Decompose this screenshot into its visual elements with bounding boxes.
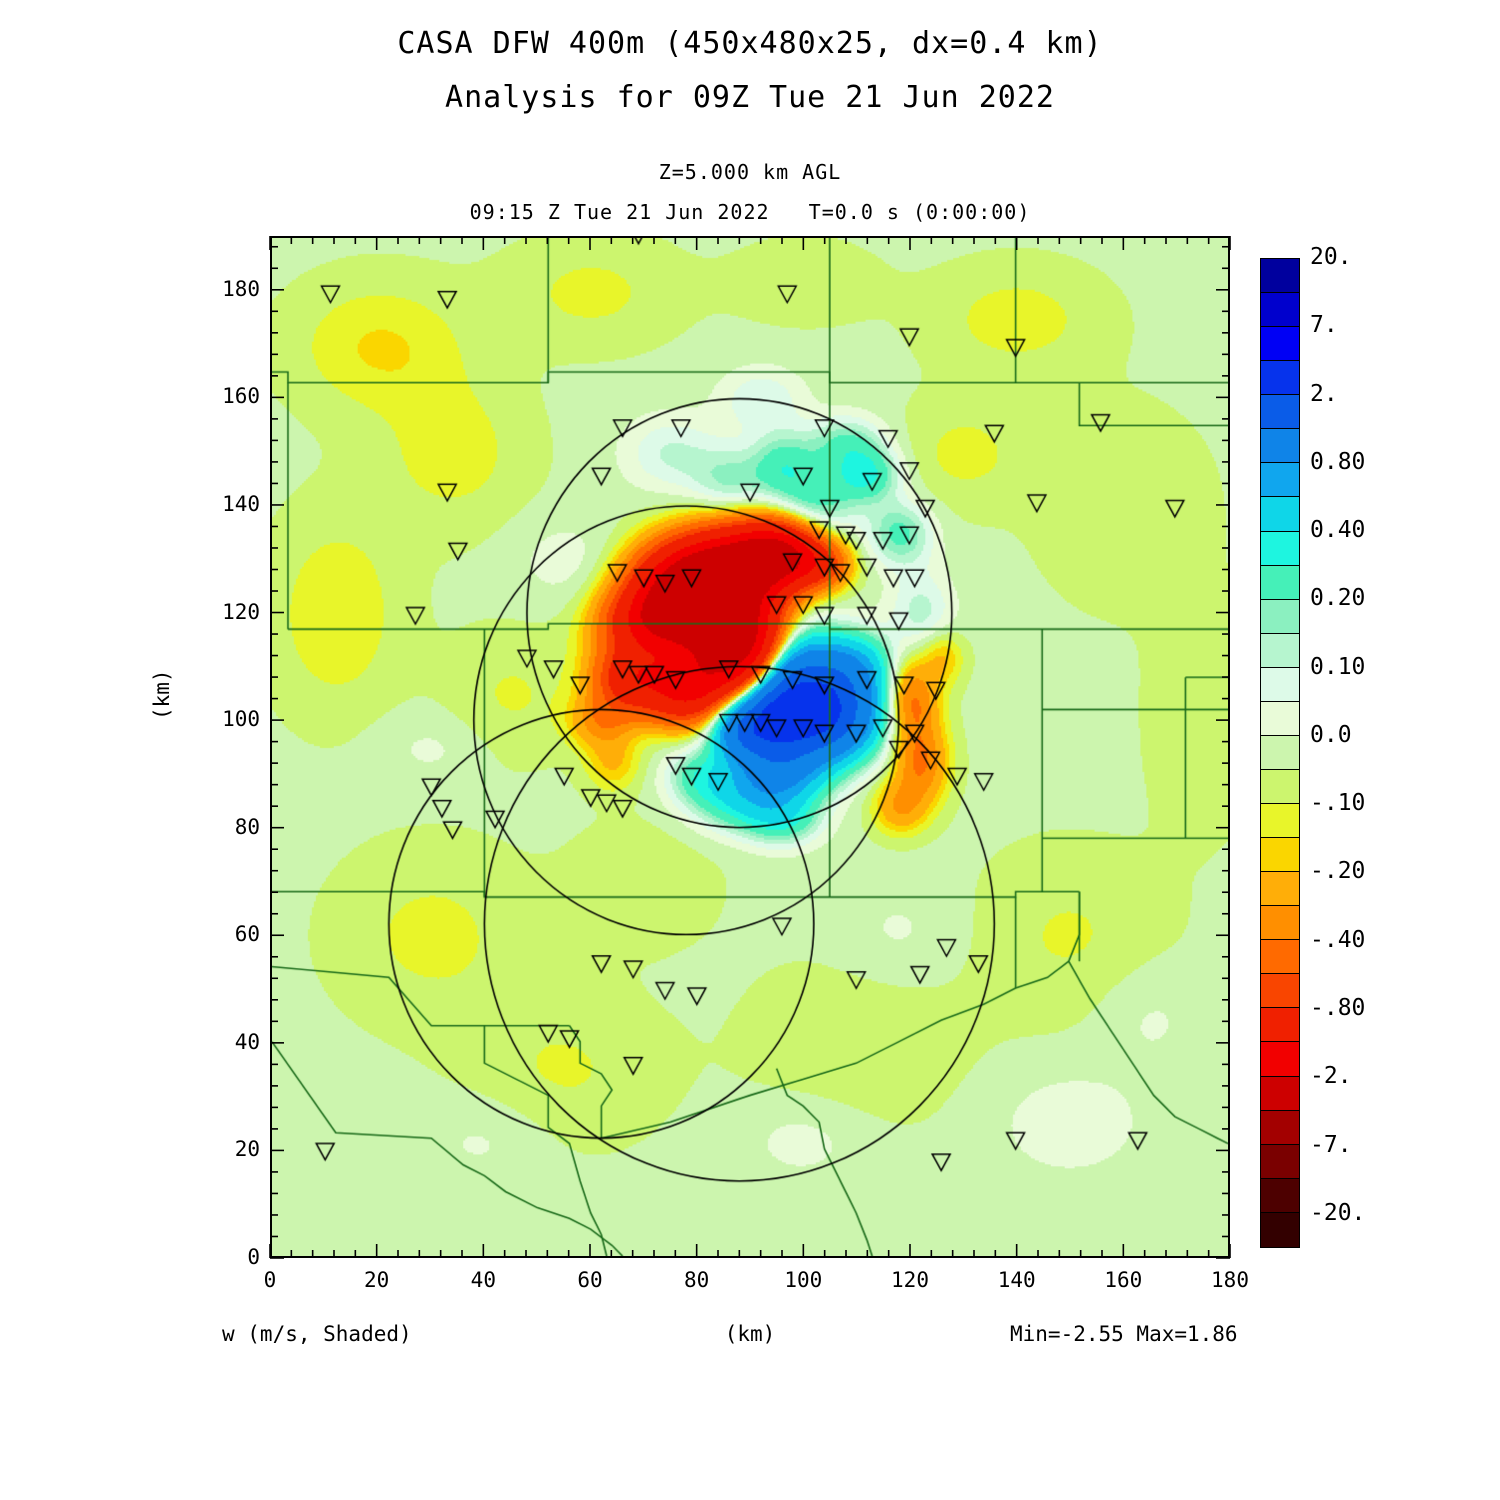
colorbar-segment (1261, 565, 1299, 600)
y-axis-title: (km) (150, 669, 174, 720)
colorbar-tick-label: 0.80 (1310, 448, 1366, 475)
colorbar-segment (1261, 735, 1299, 770)
y-tick-label: 80 (234, 814, 260, 839)
colorbar-segment (1261, 872, 1299, 907)
colorbar-segment (1261, 1076, 1299, 1111)
colorbar-tick-label: -7. (1310, 1131, 1352, 1158)
field-label: w (m/s, Shaded) (222, 1322, 412, 1346)
colorbar-segment (1261, 906, 1299, 941)
colorbar-segment (1261, 940, 1299, 975)
colorbar-segment (1261, 259, 1299, 294)
colorbar-tick-label: 20. (1310, 244, 1352, 270)
colorbar-segment (1261, 599, 1299, 634)
colorbar (1260, 258, 1300, 1248)
colorbar-segment (1261, 463, 1299, 498)
page-title: CASA DFW 400m (450x480x25, dx=0.4 km) (397, 26, 1103, 61)
colorbar-segment (1261, 497, 1299, 532)
x-tick-label: 80 (684, 1268, 710, 1292)
colorbar-segment (1261, 395, 1299, 430)
x-tick-label: 140 (997, 1268, 1036, 1292)
colorbar-tick-label: 0.10 (1310, 653, 1366, 680)
timestamp-label: 09:15 Z Tue 21 Jun 2022 T=0.0 s (0:00:00… (469, 200, 1031, 224)
x-axis-title: (km) (724, 1322, 776, 1346)
colorbar-tick-label: 0.20 (1310, 585, 1366, 612)
colorbar-tick-label: -2. (1310, 1063, 1352, 1090)
colorbar-segment (1261, 531, 1299, 566)
colorbar-segment (1261, 667, 1299, 702)
y-tick-label: 160 (222, 384, 260, 409)
x-tick-label: 100 (784, 1268, 823, 1292)
colorbar-tick-label: 0.0 (1310, 721, 1352, 748)
x-tick-label: 20 (364, 1268, 390, 1292)
colorbar-tick-label: 7. (1310, 312, 1338, 339)
x-tick-label: 40 (470, 1268, 496, 1292)
x-tick-label: 180 (1211, 1268, 1249, 1292)
colorbar-segment (1261, 361, 1299, 396)
colorbar-segment (1261, 1042, 1299, 1077)
y-tick-label: 120 (222, 599, 260, 624)
colorbar-segment (1261, 1110, 1299, 1145)
colorbar-tick-label: 0.40 (1310, 517, 1366, 544)
vertical-velocity-heatmap (272, 238, 1228, 1256)
y-tick-label: 140 (222, 491, 260, 516)
colorbar-segment (1261, 327, 1299, 362)
colorbar-tick-label: -.20 (1310, 858, 1366, 885)
x-tick-label: 60 (577, 1268, 603, 1292)
colorbar-segment (1261, 974, 1299, 1009)
colorbar-segment (1261, 633, 1299, 668)
y-tick-label: 40 (234, 1029, 260, 1054)
colorbar-tick-label: 2. (1310, 380, 1338, 407)
colorbar-segment (1261, 701, 1299, 736)
colorbar-segment (1261, 804, 1299, 839)
colorbar-segment (1261, 293, 1299, 328)
colorbar-tick-label: -.40 (1310, 926, 1366, 953)
colorbar-tick-label: -20. (1310, 1199, 1366, 1226)
x-tick-label: 160 (1104, 1268, 1143, 1292)
x-tick-label: 0 (263, 1268, 277, 1292)
colorbar-tick-label: -.80 (1310, 995, 1366, 1022)
y-tick-label: 60 (234, 922, 260, 947)
colorbar-segment (1261, 1212, 1299, 1247)
x-tick-label: 120 (891, 1268, 929, 1292)
colorbar-segment (1261, 1008, 1299, 1043)
y-tick-label: 0 (247, 1245, 260, 1269)
plot-area (270, 236, 1230, 1258)
level-label: Z=5.000 km AGL (658, 160, 842, 184)
y-tick-label: 180 (222, 276, 260, 301)
y-tick-label: 100 (222, 707, 260, 732)
colorbar-segment (1261, 769, 1299, 804)
y-tick-label: 20 (234, 1137, 260, 1162)
colorbar-segment (1261, 429, 1299, 464)
colorbar-segment (1261, 1178, 1299, 1213)
colorbar-segment (1261, 838, 1299, 873)
colorbar-segment (1261, 1144, 1299, 1179)
minmax-label: Min=-2.55 Max=1.86 (1010, 1322, 1238, 1346)
title-subline: Analysis for 09Z Tue 21 Jun 2022 (445, 80, 1055, 115)
colorbar-tick-label: -.10 (1310, 790, 1366, 817)
